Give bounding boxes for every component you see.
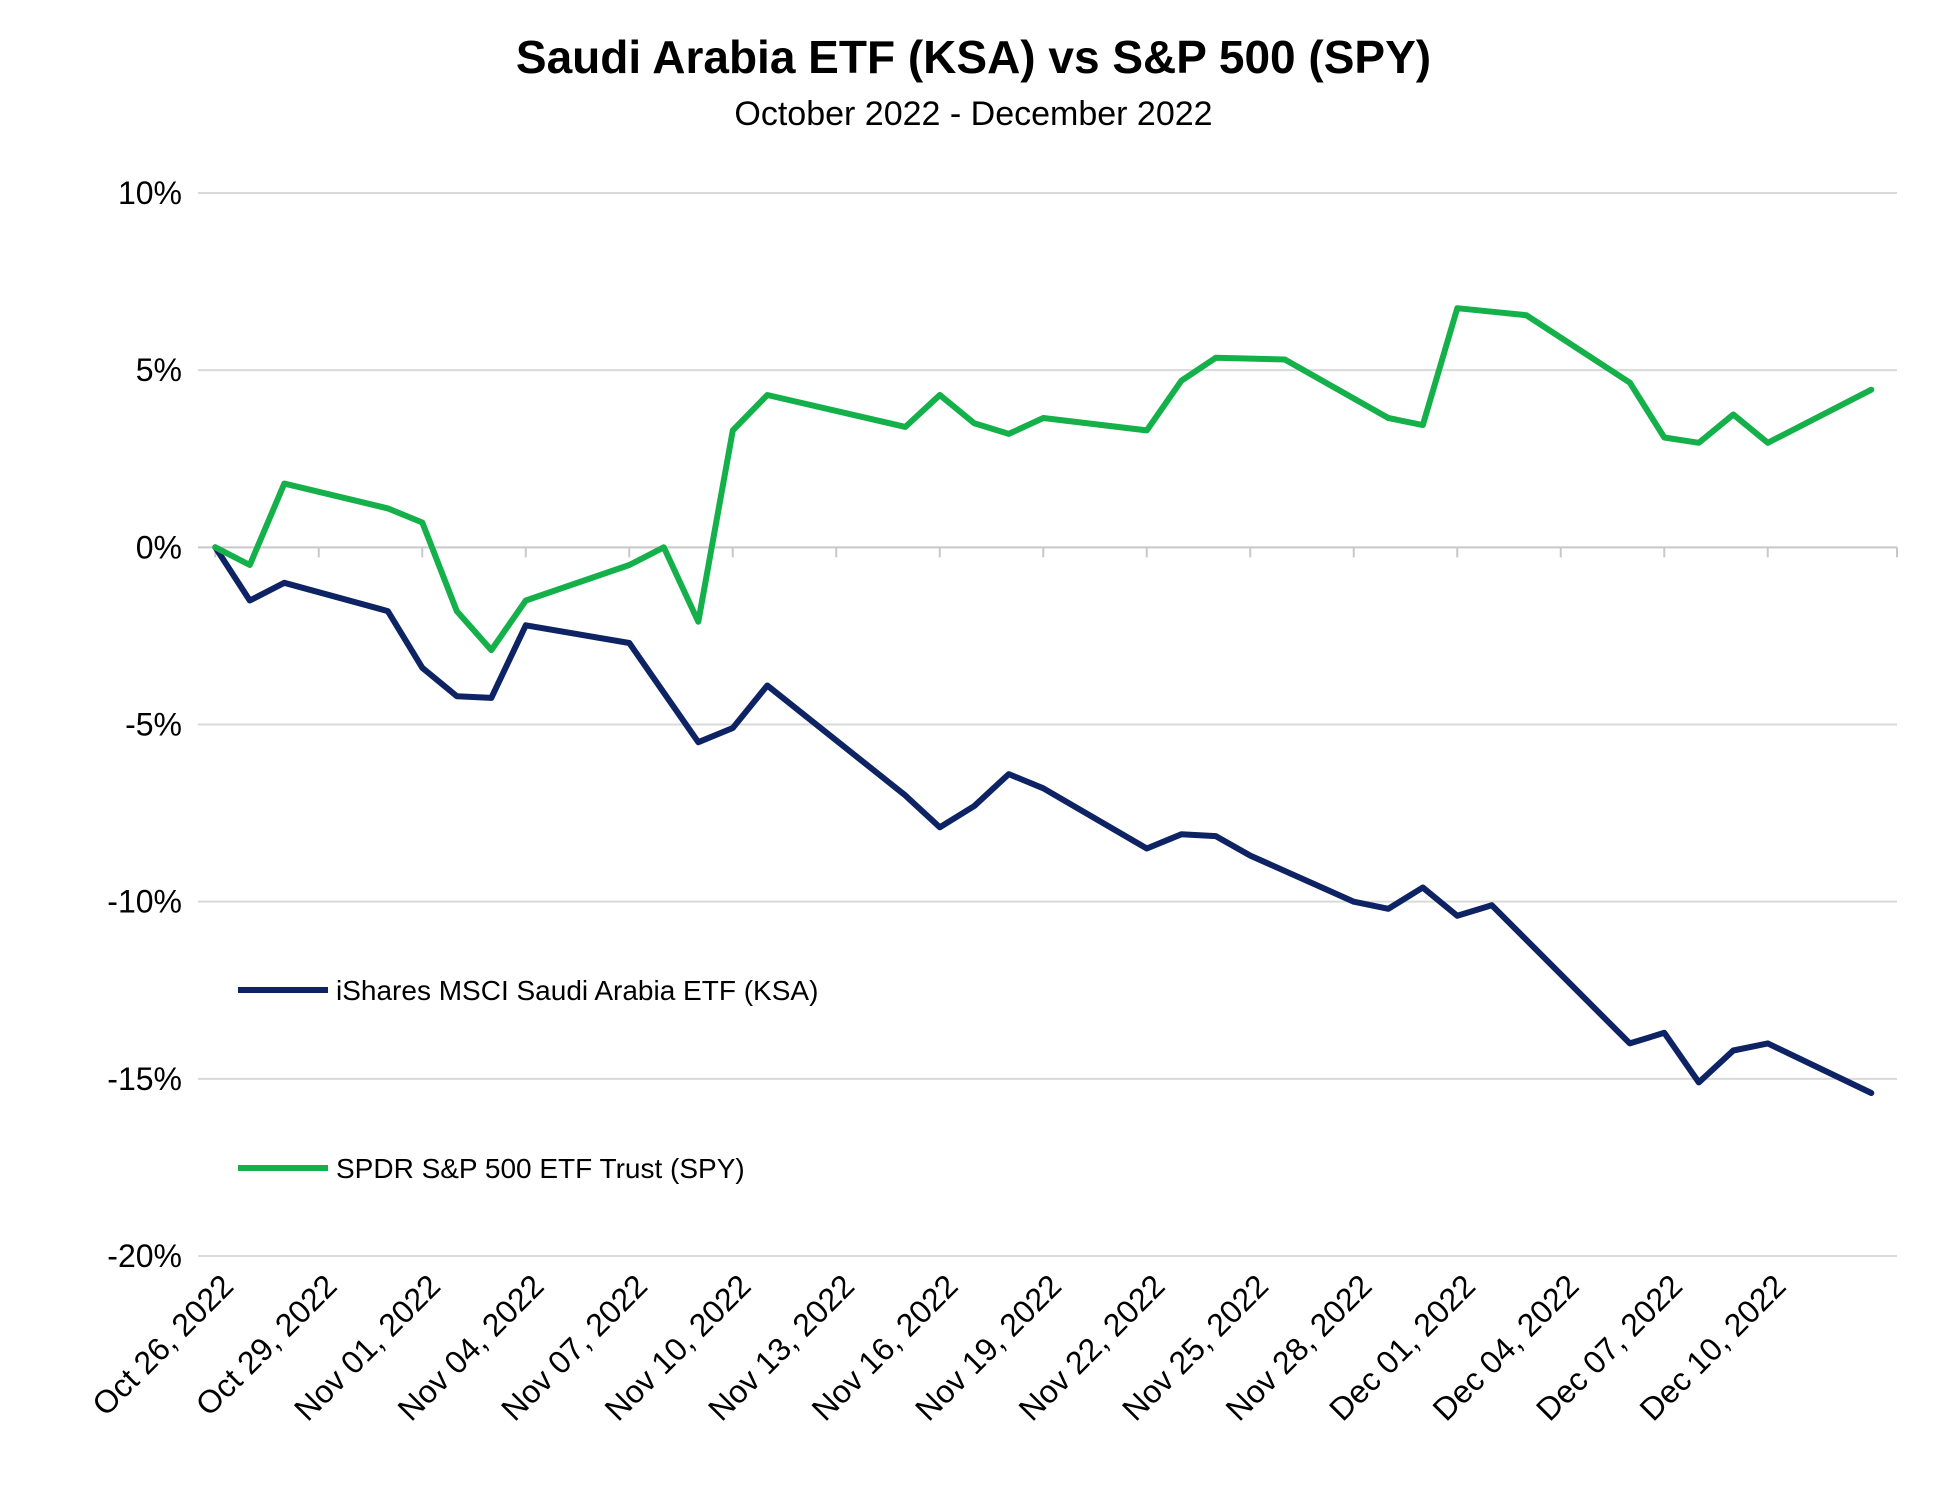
legend: iShares MSCI Saudi Arabia ETF (KSA) SPDR … xyxy=(238,975,818,1184)
y-tick-label: 10% xyxy=(118,175,182,211)
chart-subtitle: October 2022 - December 2022 xyxy=(734,95,1213,133)
legend-label: SPDR S&P 500 ETF Trust (SPY) xyxy=(336,1153,745,1184)
legend-label: iShares MSCI Saudi Arabia ETF (KSA) xyxy=(336,975,818,1006)
series-line-spy xyxy=(212,305,1875,654)
y-tick-label: -15% xyxy=(107,1061,182,1097)
y-tick-label: -10% xyxy=(107,884,182,920)
y-tick-label: 5% xyxy=(136,352,182,388)
y-tick-label: 0% xyxy=(136,529,182,565)
chart-title: Saudi Arabia ETF (KSA) vs S&P 500 (SPY) xyxy=(515,31,1432,83)
series-lines xyxy=(212,305,1875,1096)
gridlines xyxy=(198,192,1897,1257)
series-line-ksa xyxy=(212,544,1875,1096)
y-tick-label: -20% xyxy=(107,1238,182,1274)
y-axis: 10% 5% 0% -5% -10% -15% -20% xyxy=(107,175,182,1274)
y-tick-label: -5% xyxy=(125,707,182,743)
